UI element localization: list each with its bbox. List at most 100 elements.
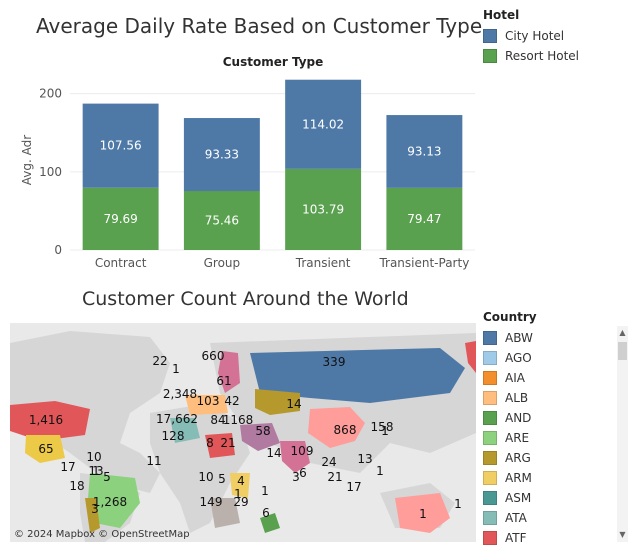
east-africa-region[interactable] xyxy=(230,473,250,498)
legend-item-resort-hotel[interactable]: Resort Hotel xyxy=(483,46,623,66)
legend-item-country[interactable]: ABW xyxy=(483,328,613,348)
alaska-edge-region[interactable] xyxy=(465,341,476,373)
argentina-region[interactable] xyxy=(85,498,100,533)
scroll-down-icon[interactable]: ▼ xyxy=(619,530,626,539)
x-category-label: Group xyxy=(204,256,241,270)
map-count-label: 17 xyxy=(60,460,75,474)
country-legend-list: ABW AGO AIA ALB AND ARE ARG ARM ASM ATA ATF xyxy=(483,328,613,548)
country-swatch xyxy=(483,331,497,345)
country-swatch xyxy=(483,531,497,545)
map-count-label: 1 xyxy=(261,484,269,498)
map-count-label: 1 xyxy=(419,507,427,521)
kazakhstan-region[interactable] xyxy=(255,389,300,415)
legend-scrollbar[interactable]: ▲ ▼ xyxy=(617,326,628,542)
bar-resort-hotel[interactable] xyxy=(183,191,260,250)
map-count-label: 868 xyxy=(334,423,357,437)
y-axis-title: Avg. Adr xyxy=(20,135,34,185)
country-swatch xyxy=(483,511,497,525)
map-count-label: 29 xyxy=(233,495,248,509)
legend-item-country[interactable]: ASM xyxy=(483,488,613,508)
usa-region[interactable] xyxy=(10,401,90,441)
map-count-label: 2,348 xyxy=(163,387,197,401)
madagascar-region[interactable] xyxy=(260,513,280,533)
legend-item-country[interactable]: ATA xyxy=(483,508,613,528)
column-header-label: Customer Type xyxy=(223,55,324,69)
bar-city-hotel[interactable] xyxy=(82,103,159,188)
bar-city-hotel[interactable] xyxy=(386,115,463,188)
country-legend-label: ATF xyxy=(505,531,527,545)
map-count-label: 1,268 xyxy=(93,495,127,509)
map-count-label: 84 xyxy=(210,413,225,427)
legend-label-resort-hotel: Resort Hotel xyxy=(505,49,580,63)
south-africa-region[interactable] xyxy=(210,498,240,528)
map-count-label: 660 xyxy=(202,349,225,363)
country-legend-label: ATA xyxy=(505,511,527,525)
bar-resort-hotel[interactable] xyxy=(386,187,463,250)
legend-label-city-hotel: City Hotel xyxy=(505,29,565,43)
india-region[interactable] xyxy=(280,441,310,473)
chart-title: Average Daily Rate Based on Customer Typ… xyxy=(36,14,483,38)
legend-item-country[interactable]: ARM xyxy=(483,468,613,488)
bar-value-label: 93.33 xyxy=(205,148,239,162)
bar-resort-hotel[interactable] xyxy=(285,168,362,250)
country-legend-label: ALB xyxy=(505,391,529,405)
bar-value-label: 93.13 xyxy=(407,144,441,158)
bar-chart: Customer Type Avg. Adr 0 100 200 79.69 107.… xyxy=(20,55,475,270)
y-tick-label: 200 xyxy=(39,87,62,101)
bar-city-hotel[interactable] xyxy=(285,79,362,169)
map-count-label: 17 xyxy=(346,480,361,494)
country-legend-title: Country xyxy=(483,310,537,324)
middle-east-region[interactable] xyxy=(240,423,280,451)
resort-hotel-swatch xyxy=(483,49,497,63)
city-hotel-swatch xyxy=(483,29,497,43)
country-swatch xyxy=(483,371,497,385)
legend-item-country[interactable]: AND xyxy=(483,408,613,428)
legend-item-city-hotel[interactable]: City Hotel xyxy=(483,26,623,46)
map-count-label: 1 xyxy=(172,362,180,376)
country-legend-label: AIA xyxy=(505,371,525,385)
legend-item-country[interactable]: ARE xyxy=(483,428,613,448)
map-count-label: 61 xyxy=(216,374,231,388)
china-region[interactable] xyxy=(308,407,365,448)
iberia-region[interactable] xyxy=(170,418,200,443)
bars-layer: 79.69 107.56 Contract 75.46 93.33 Group 103.79… xyxy=(82,79,469,270)
australia-region[interactable] xyxy=(395,493,450,533)
bar-value-label: 103.79 xyxy=(302,202,344,216)
north-africa-region[interactable] xyxy=(205,433,235,458)
map-count-label: 5 xyxy=(218,472,226,486)
country-legend-label: ARG xyxy=(505,451,531,465)
scroll-up-icon[interactable]: ▲ xyxy=(619,328,626,337)
map-count-label: 4 xyxy=(237,474,245,488)
russia-region[interactable] xyxy=(250,348,465,403)
map-count-label: 1 xyxy=(376,464,384,478)
x-category-label: Transient xyxy=(295,256,351,270)
x-category-label: Contract xyxy=(95,256,147,270)
map-count-label: 149 xyxy=(200,495,223,509)
country-swatch xyxy=(483,391,497,405)
brazil-region[interactable] xyxy=(88,473,140,528)
legend-item-country[interactable]: AIA xyxy=(483,368,613,388)
legend-item-country[interactable]: ARG xyxy=(483,448,613,468)
map-count-label: 8 xyxy=(206,436,214,450)
map-count-label: 1 xyxy=(92,464,100,478)
scrollbar-thumb[interactable] xyxy=(618,342,627,360)
bar-value-label: 79.47 xyxy=(407,212,441,226)
mexico-region[interactable] xyxy=(25,435,65,463)
bar-value-label: 107.56 xyxy=(100,139,142,153)
map-count-label: 42 xyxy=(224,394,239,408)
legend-item-country[interactable]: ATF xyxy=(483,528,613,548)
bar-resort-hotel[interactable] xyxy=(82,187,159,250)
country-legend: Country ABW AGO AIA ALB AND ARE ARG ARM ASM ATA AT… xyxy=(483,310,613,548)
map-count-label: 17,662 xyxy=(156,412,198,426)
map-count-label: 13 xyxy=(88,464,103,478)
map-count-label: 3 xyxy=(91,502,99,516)
map-count-label: 13 xyxy=(357,452,372,466)
legend-item-country[interactable]: ALB xyxy=(483,388,613,408)
scandinavia-region[interactable] xyxy=(218,351,240,393)
map-count-label: 6 xyxy=(299,466,307,480)
bar-city-hotel[interactable] xyxy=(183,118,260,192)
central-europe-region[interactable] xyxy=(185,395,228,415)
y-tick-label: 0 xyxy=(54,243,62,257)
legend-item-country[interactable]: AGO xyxy=(483,348,613,368)
